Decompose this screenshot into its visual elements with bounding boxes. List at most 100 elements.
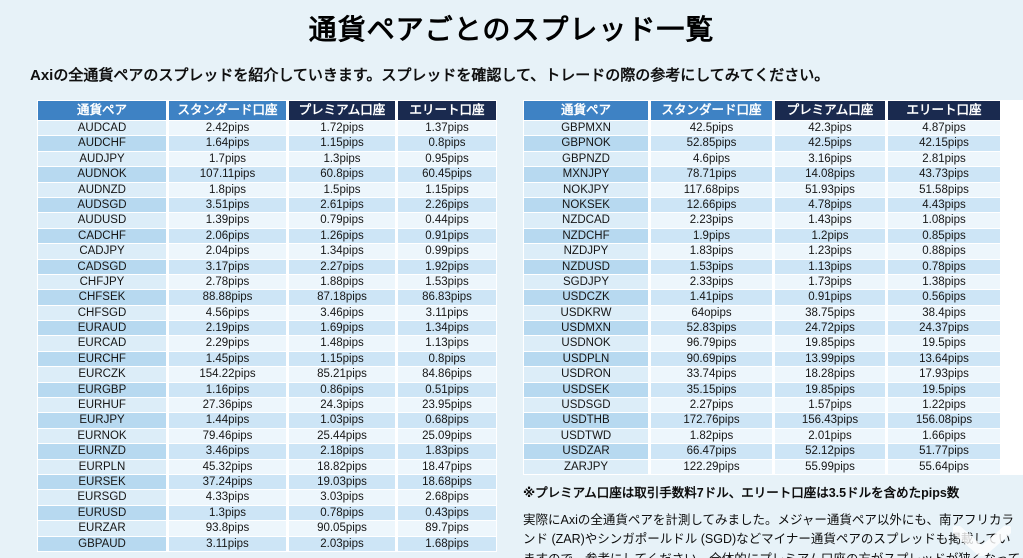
table-row: USDPLN 90.69pips 13.99pips 13.64pips <box>524 351 1022 367</box>
spread-value-cell: 2.06pips <box>169 228 286 244</box>
spread-value-cell: 2.03pips <box>289 536 395 551</box>
spread-value-cell: 45.32pips <box>169 459 286 474</box>
table-row: USDTWD 1.82pips 2.01pips 1.66pips <box>524 428 1022 444</box>
spread-value-cell: 42.5pips <box>651 121 772 136</box>
spread-value-cell: 2.04pips <box>169 244 286 259</box>
spread-value-cell: 3.11pips <box>398 305 496 321</box>
table-row: USDNOK 96.79pips 19.85pips 19.5pips <box>524 336 1022 351</box>
column-header: プレミアム口座 <box>289 101 395 120</box>
spread-value-cell: 66.47pips <box>651 444 772 459</box>
table-row: MXNJPY 78.71pips 14.08pips 43.73pips <box>524 167 1022 182</box>
spread-value-cell: 79.46pips <box>169 428 286 444</box>
column-header: スタンダード口座 <box>169 101 286 120</box>
pair-cell: GBPMXN <box>524 121 648 136</box>
spread-value-cell: 1.3pips <box>289 151 395 167</box>
spread-value-cell: 3.11pips <box>169 536 286 551</box>
pair-cell: CADSGD <box>38 259 166 274</box>
spread-value-cell: 89.7pips <box>398 521 496 536</box>
pair-cell: EURSGD <box>38 490 166 505</box>
spread-value-cell: 1.45pips <box>169 351 286 367</box>
table-row: AUDNOK 107.11pips 60.8pips 60.45pips <box>38 167 496 182</box>
spread-value-cell: 3.03pips <box>289 490 395 505</box>
spread-value-cell: 0.86pips <box>289 382 395 398</box>
spread-value-cell: 1.3pips <box>169 505 286 521</box>
pair-cell: NOKSEK <box>524 197 648 213</box>
table-row: SGDJPY 2.33pips 1.73pips 1.38pips <box>524 274 1022 290</box>
table-row: ZARJPY 122.29pips 55.99pips 55.64pips <box>524 459 1022 474</box>
table-row: EURGBP 1.16pips 0.86pips 0.51pips <box>38 382 496 398</box>
table-row: EURNZD 3.46pips 2.18pips 1.83pips <box>38 444 496 459</box>
page-title: 通貨ペアごとのスプレッド一覧 <box>308 14 715 45</box>
pair-cell: EURCAD <box>38 336 166 351</box>
column-header: 通貨ペア <box>38 101 166 120</box>
pair-cell: MXNJPY <box>524 167 648 182</box>
table-row: EURCHF 1.45pips 1.15pips 0.8pips <box>38 351 496 367</box>
spread-value-cell: 87.18pips <box>289 290 395 305</box>
spread-value-cell: 1.15pips <box>398 182 496 197</box>
table-row: AUDUSD 1.39pips 0.79pips 0.44pips <box>38 213 496 228</box>
spread-value-cell: 38.4pips <box>888 305 1000 321</box>
pair-cell: EURNZD <box>38 444 166 459</box>
spread-value-cell: 0.95pips <box>398 151 496 167</box>
spread-value-cell: 60.45pips <box>398 167 496 182</box>
table-row: CADSGD 3.17pips 2.27pips 1.92pips <box>38 259 496 274</box>
spread-value-cell: 2.23pips <box>651 213 772 228</box>
spread-value-cell: 0.8pips <box>398 136 496 151</box>
spread-value-cell: 23.95pips <box>398 398 496 413</box>
spread-value-cell: 0.85pips <box>888 228 1000 244</box>
pair-cell: NZDJPY <box>524 244 648 259</box>
table-row: USDKRW 64opips 38.75pips 38.4pips <box>524 305 1022 321</box>
spread-value-cell: 1.73pips <box>775 274 885 290</box>
spread-value-cell: 1.34pips <box>289 244 395 259</box>
spread-value-cell: 19.5pips <box>888 336 1000 351</box>
spread-value-cell: 24.72pips <box>775 321 885 336</box>
table-row: EURSGD 4.33pips 3.03pips 2.68pips <box>38 490 496 505</box>
pair-cell: AUDCHF <box>38 136 166 151</box>
pair-cell: GBPNOK <box>524 136 648 151</box>
spread-value-cell: 1.64pips <box>169 136 286 151</box>
spread-value-cell: 2.18pips <box>289 444 395 459</box>
page-subtitle: Axiの全通貨ペアのスプレッドを紹介していきます。スプレッドを確認して、トレード… <box>30 67 830 84</box>
table-row: USDMXN 52.83pips 24.72pips 24.37pips <box>524 321 1022 336</box>
table-row: GBPNZD 4.6pips 3.16pips 2.81pips <box>524 151 1022 167</box>
table-row: NZDCHF 1.9pips 1.2pips 0.85pips <box>524 228 1022 244</box>
spread-value-cell: 0.99pips <box>398 244 496 259</box>
table-row: EURCZK 154.22pips 85.21pips 84.86pips <box>38 367 496 382</box>
pair-cell: AUDNZD <box>38 182 166 197</box>
spread-value-cell: 1.03pips <box>289 413 395 428</box>
spread-value-cell: 18.82pips <box>289 459 395 474</box>
spread-value-cell: 78.71pips <box>651 167 772 182</box>
spread-value-cell: 24.3pips <box>289 398 395 413</box>
pair-cell: EURSEK <box>38 474 166 490</box>
spread-value-cell: 13.64pips <box>888 351 1000 367</box>
spread-value-cell: 122.29pips <box>651 459 772 474</box>
table-row: GBPNOK 52.85pips 42.5pips 42.15pips <box>524 136 1022 151</box>
spread-value-cell: 1.66pips <box>888 428 1000 444</box>
spread-value-cell: 2.27pips <box>651 398 772 413</box>
spread-value-cell: 38.75pips <box>775 305 885 321</box>
spread-value-cell: 33.74pips <box>651 367 772 382</box>
pair-cell: AUDCAD <box>38 121 166 136</box>
pair-cell: USDKRW <box>524 305 648 321</box>
spread-value-cell: 17.93pips <box>888 367 1000 382</box>
spread-value-cell: 93.8pips <box>169 521 286 536</box>
table-row: CHFJPY 2.78pips 1.88pips 1.53pips <box>38 274 496 290</box>
pair-cell: USDSGD <box>524 398 648 413</box>
table-row: USDCZK 1.41pips 0.91pips 0.56pips <box>524 290 1022 305</box>
spread-value-cell: 1.83pips <box>651 244 772 259</box>
spread-value-cell: 86.83pips <box>398 290 496 305</box>
pair-cell: USDNOK <box>524 336 648 351</box>
spread-value-cell: 18.28pips <box>775 367 885 382</box>
spread-value-cell: 1.88pips <box>289 274 395 290</box>
pair-cell: EURUSD <box>38 505 166 521</box>
spread-value-cell: 1.13pips <box>775 259 885 274</box>
spread-value-cell: 14.08pips <box>775 167 885 182</box>
table-row: USDSEK 35.15pips 19.85pips 19.5pips <box>524 382 1022 398</box>
spread-value-cell: 0.78pips <box>289 505 395 521</box>
spread-value-cell: 0.79pips <box>289 213 395 228</box>
pair-cell: CHFSEK <box>38 290 166 305</box>
table-row: NOKSEK 12.66pips 4.78pips 4.43pips <box>524 197 1022 213</box>
spread-value-cell: 1.68pips <box>398 536 496 551</box>
spread-value-cell: 4.6pips <box>651 151 772 167</box>
